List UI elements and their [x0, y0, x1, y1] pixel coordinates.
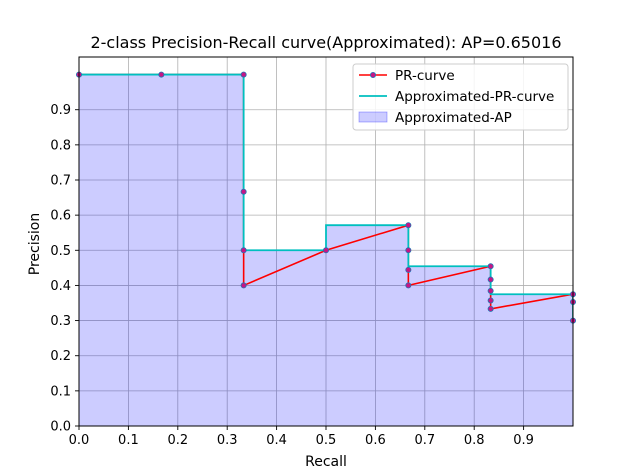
x-axis-label: Recall: [305, 454, 347, 470]
chart-title: 2-class Precision-Recall curve(Approxima…: [90, 33, 561, 52]
y-tick-label-5: 0.5: [50, 244, 71, 259]
x-tick-label-6: 0.6: [365, 433, 386, 448]
y-tick-label-8: 0.8: [50, 138, 71, 153]
y-tick-label-2: 0.2: [50, 349, 71, 364]
pr-point-15: [487, 305, 494, 312]
legend-box: [352, 63, 569, 131]
x-tick-label-3: 0.3: [217, 433, 238, 448]
pr-point-7: [405, 222, 412, 229]
axes: 0.0 0.1 0.2 0.3 0.4 0.5 0.6 0.7 0.8 0.9 0.0 0.1 0.2 0…: [50, 56, 574, 448]
pr-point-9: [405, 266, 412, 273]
pr-point-5: [240, 282, 247, 289]
x-tick-label-2: 0.2: [167, 433, 188, 448]
pr-point-2: [240, 71, 247, 78]
y-tick-label-7: 0.7: [50, 174, 71, 189]
x-tick-label-0: 0.0: [69, 433, 90, 448]
pr-point-1: [158, 71, 165, 78]
y-tick-label-0: 0.0: [50, 420, 71, 435]
legend-swatch-approximated-ap: [358, 111, 388, 123]
x-tick-label-7: 0.7: [414, 433, 435, 448]
y-axis-label: Precision: [27, 213, 43, 275]
pr-point-4: [240, 247, 247, 254]
legend-marker-pr-curve: [369, 72, 376, 79]
y-tick-label-1: 0.1: [50, 384, 71, 399]
plot-area: [76, 57, 577, 427]
x-tick-label-5: 0.5: [316, 433, 337, 448]
x-tick-label-8: 0.8: [464, 433, 485, 448]
y-tick-label-4: 0.4: [50, 279, 71, 294]
legend-label-1: Approximated-PR-curve: [395, 89, 554, 105]
legend-label-2: Approximated-AP: [395, 110, 512, 126]
x-tick-label-1: 0.1: [118, 433, 139, 448]
pr-point-10: [405, 282, 412, 289]
pr-point-11: [487, 263, 494, 270]
pr-point-14: [487, 297, 494, 304]
pr-point-8: [405, 247, 412, 254]
y-tick-label-3: 0.3: [50, 314, 71, 329]
pr-point-3: [240, 188, 247, 195]
legend-label-0: PR-curve: [395, 68, 455, 84]
y-tick-label-6: 0.6: [50, 209, 71, 224]
x-tick-label-9: 0.9: [513, 433, 534, 448]
x-tick-label-4: 0.4: [266, 433, 287, 448]
legend: PR-curve Approximated-PR-curve Approximate…: [352, 63, 569, 131]
pr-point-13: [487, 287, 494, 294]
y-tick-label-9: 0.9: [50, 103, 71, 118]
pr-point-6: [322, 247, 329, 254]
pr-point-12: [487, 276, 494, 283]
